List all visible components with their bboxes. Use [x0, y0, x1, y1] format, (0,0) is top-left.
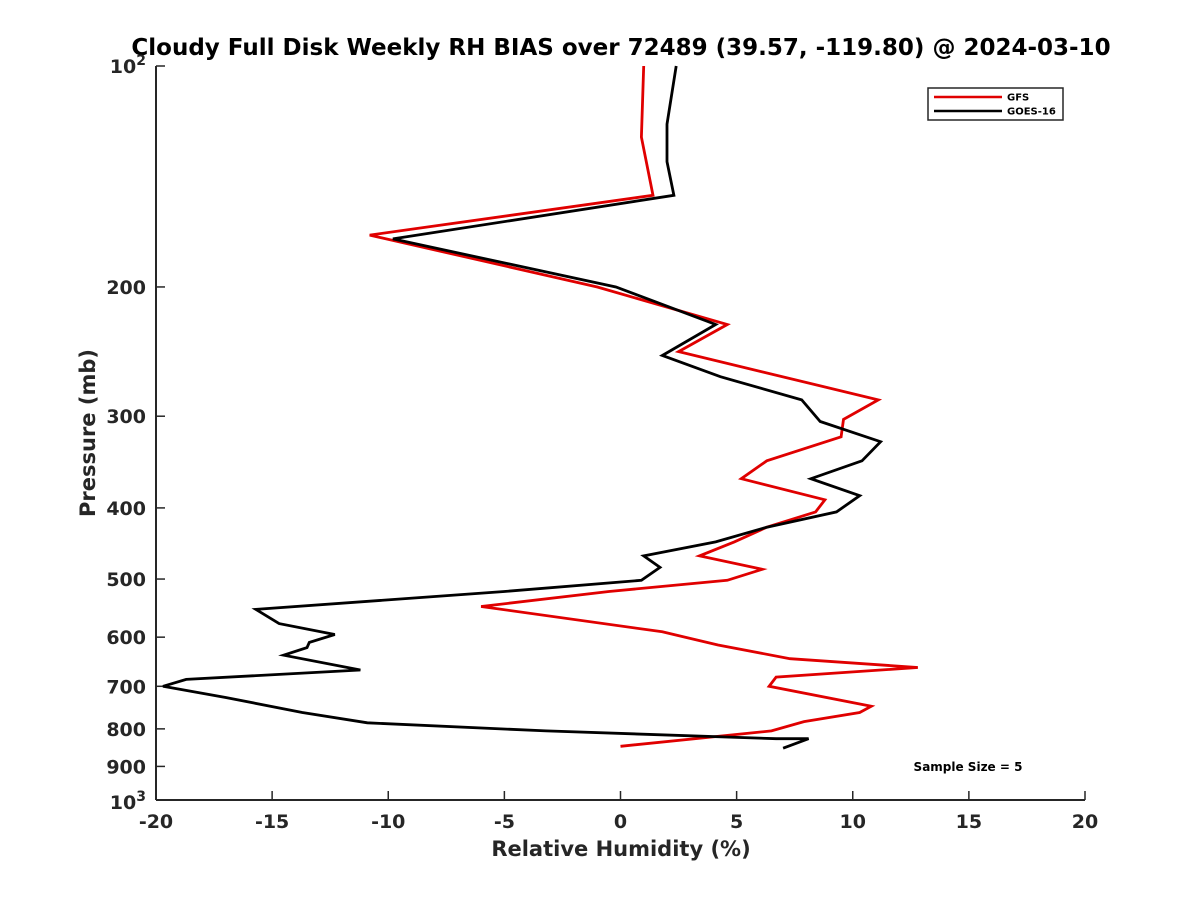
x-axis-label: Relative Humidity (%)	[491, 837, 750, 861]
plot-frame	[155, 66, 1085, 801]
x-tick-label: 5	[730, 811, 743, 833]
x-tick-label: -20	[139, 811, 173, 833]
legend: GFS GOES-16	[927, 87, 1064, 121]
x-tick-label: 0	[614, 811, 627, 833]
y-tick-label: 500	[106, 569, 146, 591]
y-tick-label: 400	[106, 498, 146, 520]
y-axis-label: Pressure (mb)	[76, 349, 100, 517]
legend-label-gfs: GFS	[1007, 93, 1029, 104]
x-tick-label: 15	[956, 811, 982, 833]
y-tick-label: 200	[106, 277, 146, 299]
chart-title: Cloudy Full Disk Weekly RH BIAS over 724…	[131, 35, 1110, 61]
y-tick-label: 800	[106, 719, 146, 741]
x-axis-ticks: -20 -15 -10 -5 0 5 10 15 20	[139, 791, 1098, 833]
x-tick-label: -5	[494, 811, 515, 833]
series-line-gfs	[369, 65, 918, 748]
series-line-goes-16	[162, 65, 884, 750]
x-tick-label: 20	[1072, 811, 1098, 833]
x-tick-label: 10	[840, 811, 866, 833]
series-layer	[162, 65, 918, 750]
legend-label-goes16: GOES-16	[1007, 107, 1056, 118]
sample-size-annotation: Sample Size = 5	[914, 760, 1023, 774]
x-tick-label: -15	[255, 811, 289, 833]
y-tick-label: 102	[110, 53, 146, 78]
y-axis-ticks: 102 200 300 400 500 600 700 800 900 103	[106, 53, 165, 814]
y-tick-label: 700	[106, 676, 146, 698]
x-tick-label: -10	[371, 811, 405, 833]
y-tick-label: 300	[106, 406, 146, 428]
legend-box	[927, 87, 1064, 121]
y-tick-label: 103	[110, 789, 146, 814]
y-tick-label: 900	[106, 756, 146, 778]
y-tick-label: 600	[106, 627, 146, 649]
